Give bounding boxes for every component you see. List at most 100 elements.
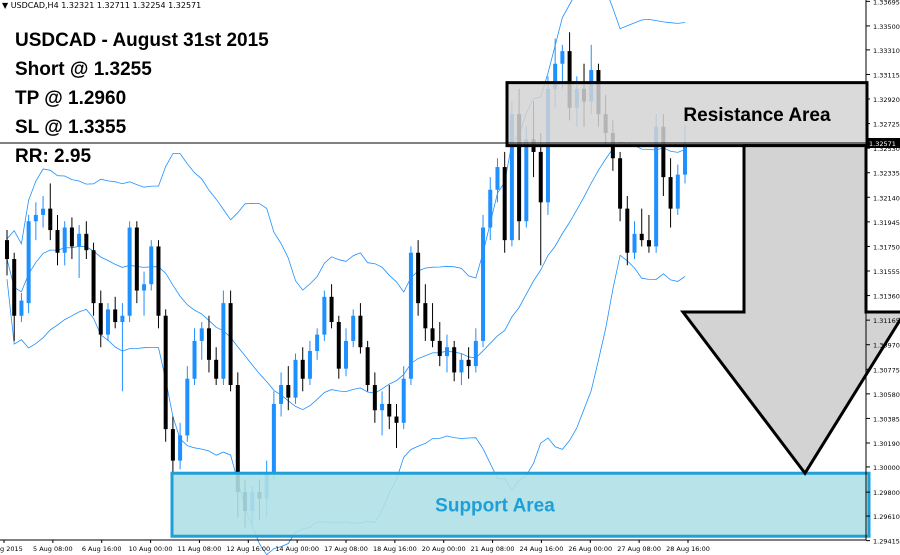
candle-body [286,385,291,398]
candle-body [329,296,334,323]
candle [221,290,226,386]
price-tick-label: 1.29610 [873,513,900,521]
current-price-label: 1.32571 [869,140,896,148]
candle-body [380,403,385,411]
candle-body [538,151,543,203]
candle [127,221,132,323]
candle-body [358,315,363,348]
candle-body [387,403,392,417]
candle-body [127,227,132,316]
candle-body [5,240,9,260]
candle [401,366,406,430]
candle [307,340,312,386]
candle-body [459,359,464,373]
candle [625,196,630,266]
candle-body [55,230,60,253]
candle [293,353,298,404]
candle-body [48,208,53,231]
candle-body [120,315,125,323]
ohlc-low: 1.32254 [132,1,166,10]
candle-body [567,51,572,108]
price-tick-label: 1.33500 [873,23,900,31]
price-tick-label: 1.31945 [873,219,900,227]
candle [178,422,183,470]
price-tick-label: 1.32920 [873,96,900,104]
dropdown-triangle-icon[interactable]: ▼ [2,1,9,10]
candle [98,290,103,348]
candle [344,328,348,377]
candle-body [661,126,666,178]
time-tick-label: 28 Aug 16:00 [666,545,710,553]
candle [149,240,154,291]
time-tick-label: 18 Aug 16:00 [373,545,417,553]
candle-body [683,143,687,175]
candle-body [372,385,377,411]
candle-body [444,347,449,357]
candle-body [307,351,312,379]
symbol-label: USDCAD,H4 [10,1,59,10]
candle-body [77,233,82,247]
candle-body [509,114,514,241]
candle-body [33,214,38,222]
support-label: Support Area [435,496,555,517]
candle [228,290,233,392]
time-tick-label: 26 Aug 00:00 [568,545,612,553]
candle-body [134,227,139,291]
candle-body [675,174,680,209]
price-tick-label: 1.33115 [873,71,900,79]
candle-body [336,322,341,369]
candle [394,403,399,449]
chart-header: ▼ USDCAD,H4 1.32321 1.32711 1.32254 1.32… [2,1,201,10]
candle-body [430,328,435,341]
price-tick-label: 1.32725 [873,121,900,129]
bb-upper-line [6,0,686,293]
candle [372,372,377,423]
price-tick-label: 1.30970 [873,342,900,350]
candle [444,334,449,373]
candle-body [185,378,190,436]
candle [69,217,74,260]
candle-body [163,315,168,430]
price-tick-label: 1.31165 [873,317,900,325]
price-tick-label: 1.31360 [873,293,900,301]
candle-body [351,315,356,341]
price-tick-label: 1.30190 [873,440,900,448]
candle-body [408,252,413,379]
candle-body [437,340,442,357]
time-tick-label: 20 Aug 00:00 [422,545,466,553]
time-tick-label: 5 Aug 08:00 [33,545,73,553]
candle-body [646,240,651,247]
candle [62,221,67,266]
candle [77,225,82,278]
candle [156,240,161,329]
price-tick-label: 1.31750 [873,243,900,251]
candle-body [156,246,161,316]
price-tick-label: 1.30385 [873,415,900,423]
candle [12,252,17,341]
candle [315,328,320,360]
candle [646,214,651,253]
price-tick-label: 1.30000 [873,464,900,472]
candle-body [481,227,486,341]
candle [668,158,673,228]
ohlc-close: 1.32571 [168,1,202,10]
candle [185,366,190,442]
candle-body [517,114,522,222]
trade-rr: RR: 2.95 [15,146,92,167]
candle [271,391,276,480]
candle [365,340,370,392]
candle [618,151,623,222]
candle-body [178,435,183,461]
candle-body [315,334,320,352]
candle-body [495,167,500,190]
candle-body [473,340,478,367]
candle [380,391,385,436]
price-tick-label: 1.30775 [873,366,900,374]
candle [452,340,457,382]
candle [473,328,478,373]
candle [675,164,680,215]
price-tick-label: 1.29800 [873,489,900,497]
candle [430,303,435,348]
candle-body [41,208,46,215]
